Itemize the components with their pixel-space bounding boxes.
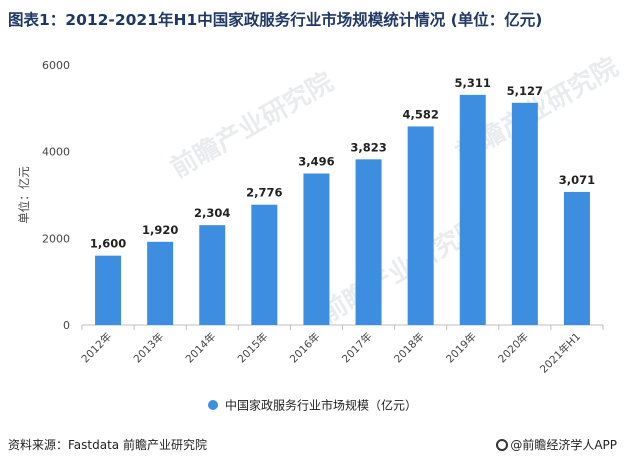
data-label: 2,304: [194, 206, 230, 220]
x-tick-label: 2021年H1: [537, 330, 583, 376]
y-tick-label: 6000: [42, 59, 70, 72]
legend-label: 中国家政服务行业市场规模（亿元）: [225, 398, 417, 413]
bar: [407, 126, 434, 326]
brand-logo-icon: [496, 439, 509, 451]
legend-marker: [208, 400, 218, 410]
data-label: 3,071: [559, 173, 595, 187]
x-tick-label: 2015年: [235, 330, 271, 366]
bar: [251, 204, 278, 325]
data-label: 5,311: [455, 76, 491, 90]
bar: [303, 173, 330, 325]
x-tick-label: 2013年: [131, 330, 167, 366]
data-label: 1,920: [142, 223, 178, 237]
x-tick-label: 2020年: [495, 330, 531, 366]
brand-note: @前瞻经济学人APP: [496, 436, 617, 453]
bar: [355, 159, 382, 325]
x-tick-label: 2019年: [443, 330, 479, 366]
x-tick-label: 2016年: [287, 330, 323, 366]
bar: [563, 191, 590, 325]
y-axis-label: 单位：亿元: [17, 166, 31, 224]
x-tick-label: 2014年: [183, 330, 219, 366]
bar: [199, 225, 226, 325]
brand-text: @前瞻经济学人APP: [510, 438, 617, 452]
chart-title: 图表1：2012-2021年H1中国家政服务行业市场规模统计情况 (单位：亿元): [8, 11, 543, 29]
x-tick-labels: 2012年 2013年 2014年 2015年 2016年 2017年 2018年 2019年…: [79, 330, 583, 376]
data-label: 4,582: [402, 107, 438, 121]
y-tick-label: 0: [63, 319, 70, 332]
legend: 中国家政服务行业市场规模（亿元）: [208, 398, 417, 413]
axes: [81, 324, 604, 330]
x-tick-label: 2012年: [79, 330, 115, 366]
data-label: 3,496: [298, 155, 334, 169]
x-tick-label: 2018年: [391, 330, 427, 366]
y-tick-label: 4000: [42, 146, 70, 159]
value-labels: 1,600 1,920 2,304 2,776 3,496 3,823 4,582 5,311…: [90, 76, 595, 251]
bar: [511, 102, 538, 325]
source-note: 资料来源：Fastdata 前瞻产业研究院: [8, 438, 207, 452]
bar: [147, 241, 174, 325]
bar: [95, 255, 122, 325]
bar: [459, 94, 486, 326]
y-tick-label: 2000: [42, 232, 70, 245]
data-label: 3,823: [350, 140, 386, 154]
x-tick-label: 2017年: [339, 330, 375, 366]
data-label: 2,776: [246, 186, 282, 200]
bars: [95, 94, 590, 326]
data-label: 5,127: [507, 84, 543, 98]
data-label: 1,600: [90, 237, 126, 251]
y-tick-labels: 0 2000 4000 6000: [42, 59, 70, 332]
